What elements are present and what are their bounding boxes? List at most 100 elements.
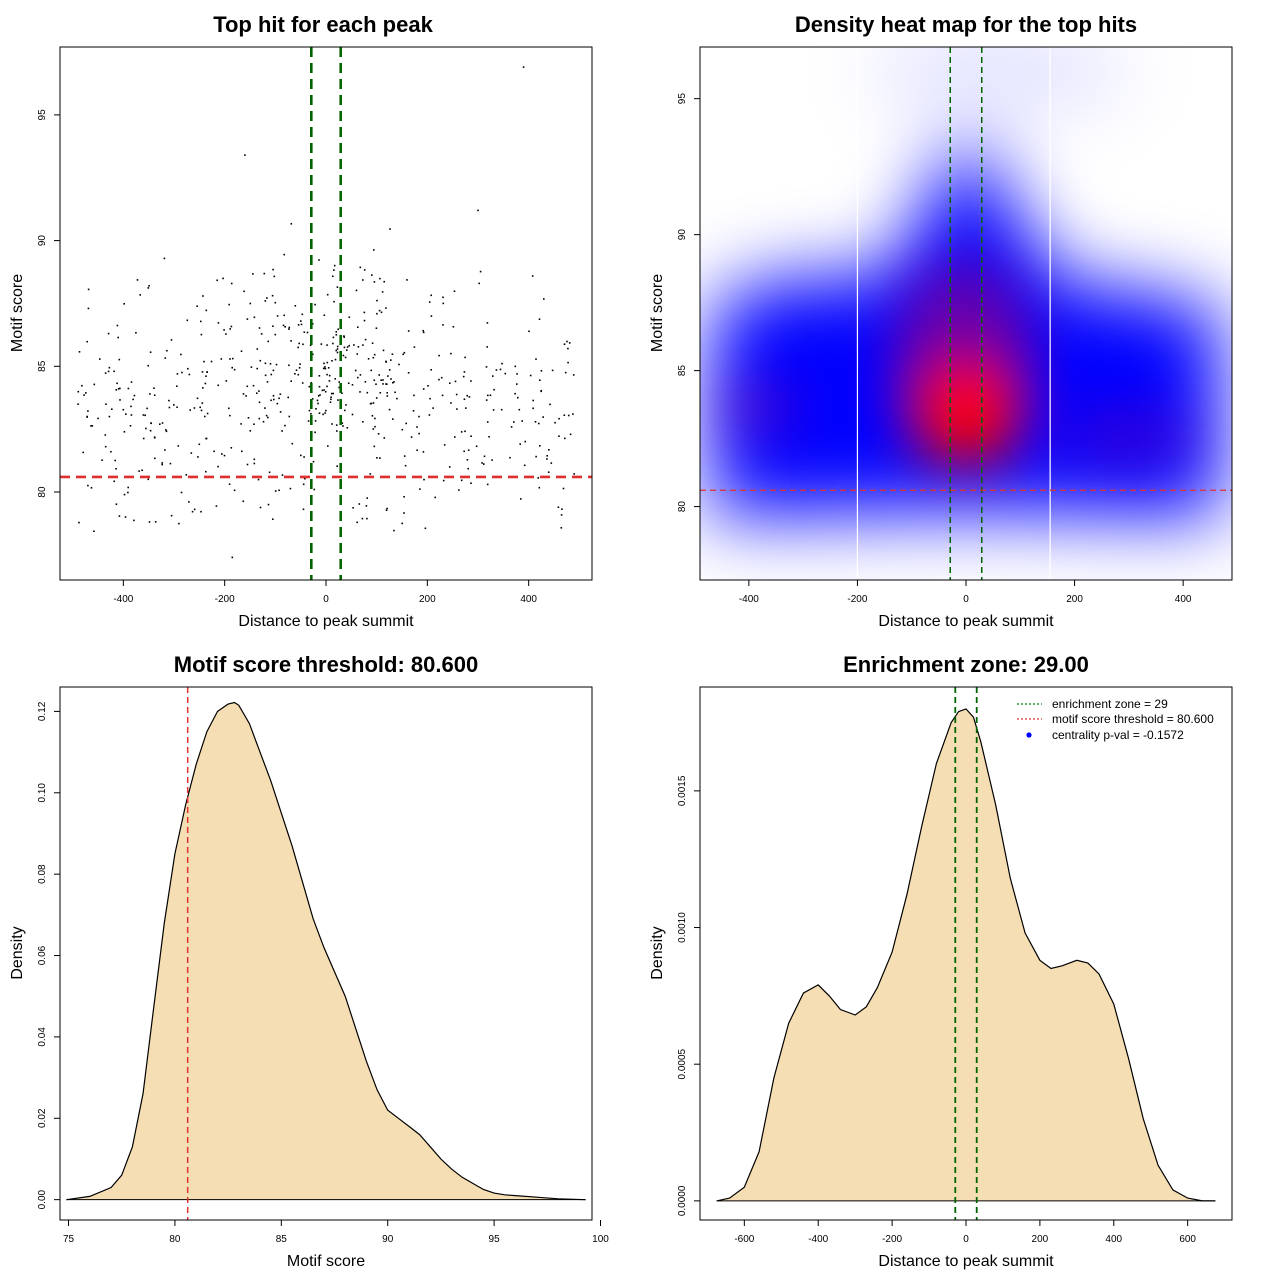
scatter-point — [122, 408, 125, 411]
scatter-panel: Top hit for each peak -400 -200 0 200 400 80… — [9, 12, 593, 630]
scatter-point — [548, 449, 550, 451]
scatter-point — [443, 444, 446, 446]
scatter-point — [324, 390, 327, 393]
scatter-point — [314, 420, 317, 422]
scatter-point — [107, 332, 110, 335]
scatter-point — [264, 407, 266, 409]
scatter-point — [452, 326, 455, 328]
scatter-point — [205, 375, 207, 377]
scatter-point — [330, 398, 332, 401]
scatter-point — [168, 406, 171, 409]
scatter-point — [287, 396, 289, 399]
scatter-x-tick-label: -400 — [113, 594, 133, 605]
scatter-point — [535, 358, 537, 360]
scatter-point — [466, 459, 469, 461]
scatter-point — [560, 527, 563, 529]
scatter-point — [118, 358, 121, 361]
scatter-point — [232, 357, 234, 360]
scatter-point — [363, 269, 366, 271]
legend-centrality-label: centrality p-val = -0.1572 — [1052, 728, 1184, 742]
scatter-point — [317, 395, 320, 397]
scatter-point — [279, 393, 282, 395]
scatter-point — [382, 349, 385, 352]
score-density-panel: Motif score threshold: 80.600 75 80 85 90 95… — [9, 652, 609, 1270]
scatter-point — [149, 393, 151, 395]
score-density-y-tick-label: 0.06 — [37, 945, 48, 965]
scatter-point — [450, 352, 452, 355]
scatter-point — [331, 360, 333, 362]
scatter-point — [246, 318, 249, 320]
scatter-point — [318, 375, 321, 377]
scatter-point — [438, 354, 440, 357]
scatter-point — [274, 490, 277, 492]
scatter-point — [569, 433, 572, 436]
scatter-point — [135, 332, 137, 334]
score-density-x-tick-label: 95 — [489, 1234, 501, 1245]
scatter-point — [454, 436, 456, 438]
distance-density-y-tick-label: 0.0015 — [677, 775, 688, 806]
scatter-point — [416, 449, 418, 451]
scatter-point — [240, 423, 242, 425]
heatmap-density-core — [719, 382, 800, 435]
scatter-point — [532, 399, 534, 402]
scatter-point — [297, 373, 300, 376]
scatter-point — [200, 409, 203, 412]
scatter-point — [249, 430, 252, 432]
scatter-point — [268, 471, 271, 474]
scatter-point — [191, 510, 194, 513]
scatter-point — [147, 478, 150, 481]
scatter-point — [115, 503, 118, 505]
heatmap-y-tick-label: 95 — [677, 93, 688, 105]
scatter-point — [563, 343, 566, 345]
scatter-point — [488, 436, 490, 438]
scatter-point — [164, 357, 167, 359]
scatter-point — [274, 333, 277, 336]
heatmap-density — [700, 47, 1232, 580]
score-density-x-tick-label: 75 — [63, 1234, 75, 1245]
scatter-point — [85, 392, 87, 394]
scatter-point — [142, 414, 145, 416]
scatter-point — [147, 287, 150, 289]
scatter-point — [355, 289, 358, 292]
scatter-point — [288, 364, 290, 367]
scatter-point — [229, 414, 231, 417]
scatter-point — [127, 486, 129, 489]
scatter-point — [244, 154, 246, 156]
scatter-point — [309, 344, 312, 347]
scatter-point — [407, 372, 410, 374]
scatter-point — [290, 340, 292, 342]
score-density-x-tick-label: 100 — [592, 1234, 609, 1245]
scatter-point — [311, 323, 314, 325]
scatter-point — [485, 399, 488, 401]
scatter-point — [542, 416, 544, 418]
scatter-point — [566, 340, 568, 343]
scatter-point — [300, 320, 302, 322]
scatter-point — [228, 483, 231, 485]
scatter-point — [487, 394, 489, 397]
scatter-point — [201, 402, 204, 404]
scatter-point — [256, 348, 259, 350]
scatter-point — [221, 453, 223, 455]
scatter-point — [393, 381, 395, 383]
scatter-point — [259, 506, 262, 509]
scatter-point — [385, 383, 387, 385]
scatter-point — [86, 415, 88, 418]
scatter-point — [307, 420, 310, 422]
scatter-point — [176, 373, 179, 375]
scatter-point — [567, 347, 569, 350]
scatter-point — [558, 417, 560, 420]
scatter-point — [223, 329, 225, 331]
scatter-point — [510, 426, 513, 428]
scatter-point — [258, 401, 261, 404]
scatter-point — [336, 348, 339, 350]
scatter-point — [117, 336, 119, 339]
scatter-point — [246, 463, 249, 466]
scatter-point — [372, 428, 375, 430]
scatter-point — [110, 450, 112, 453]
scatter-point — [475, 445, 478, 448]
scatter-point — [284, 326, 286, 328]
scatter-point — [478, 282, 480, 285]
scatter-point — [231, 366, 233, 369]
scatter-point — [381, 291, 384, 293]
scatter-point — [176, 406, 178, 408]
